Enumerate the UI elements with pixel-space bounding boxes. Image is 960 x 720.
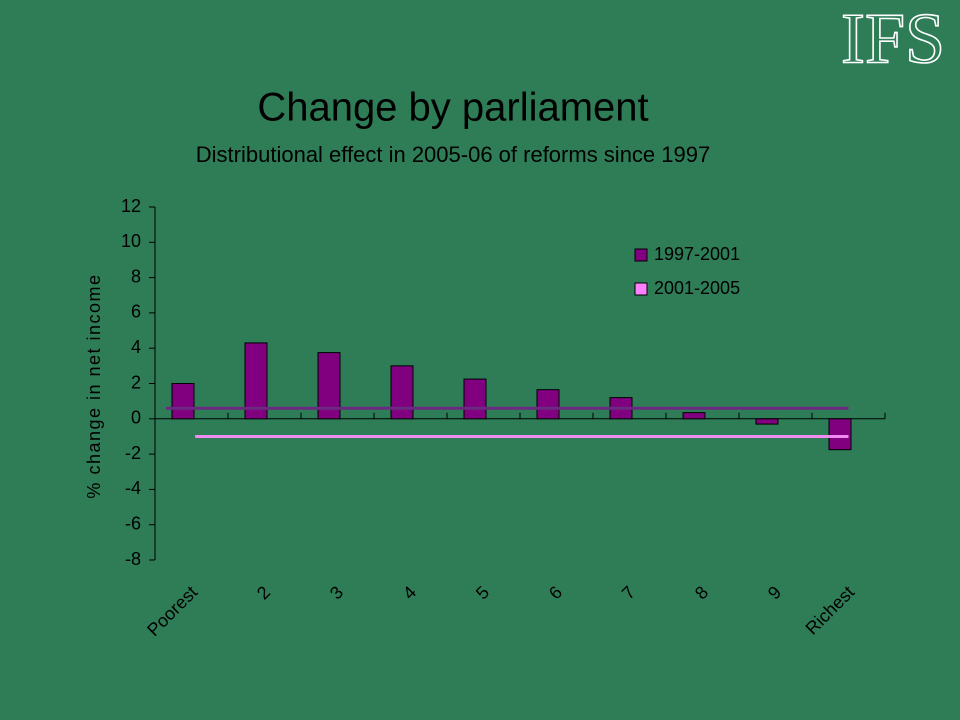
y-tick-label: -8 [125,549,141,569]
chart-title: Change by parliament [257,86,648,130]
bar [536,389,560,420]
y-tick-label: 8 [131,266,141,286]
y-tick-label: -4 [125,478,141,498]
y-tick-label: 6 [131,302,141,322]
y-tick-label: -6 [125,513,141,533]
y-tick-label: 2 [131,372,141,392]
y-axis-title: % change in net income [84,273,104,498]
y-tick-label: 12 [121,196,141,216]
y-tick-label: 4 [131,337,141,357]
bar [682,412,706,420]
bar [463,378,487,420]
y-tick-label: 0 [131,408,141,428]
y-tick-label: 10 [121,231,141,251]
chart-subtitle: Distributional effect in 2005-06 of refo… [196,142,710,167]
bar [171,383,195,420]
legend-label: 2001-2005 [654,278,740,298]
bar [390,365,414,420]
logo: IFS [841,0,945,79]
bar [317,352,341,420]
legend-swatch [634,248,648,262]
legend-swatch [634,282,648,296]
bar [755,418,779,425]
y-tick-label: -2 [125,443,141,463]
bar [244,342,268,420]
legend-label: 1997-2001 [654,244,740,264]
bar [828,418,852,451]
